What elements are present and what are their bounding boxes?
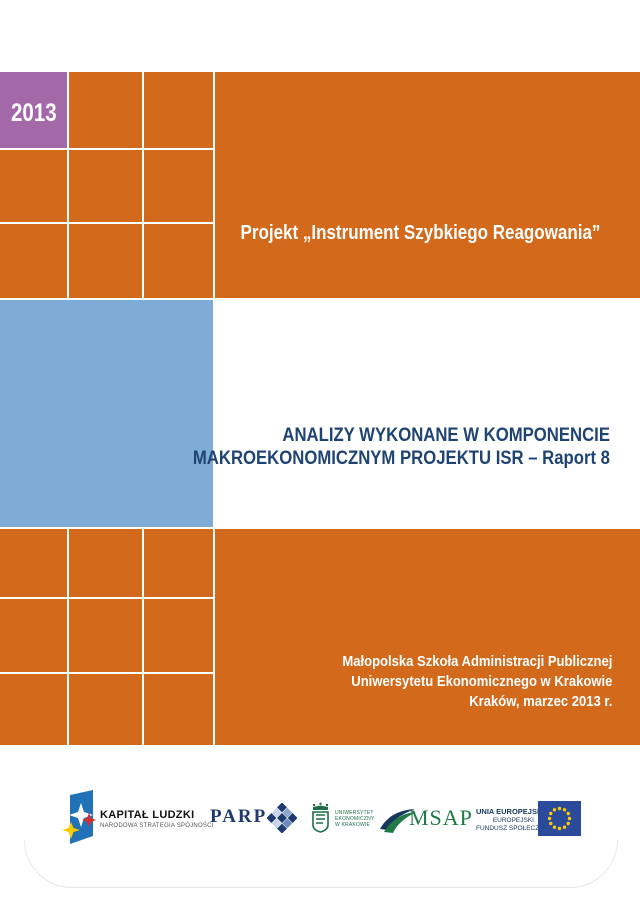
grid-cell — [144, 150, 213, 222]
report-title-line2: MAKROEKONOMICZNYM PROJEKTU ISR – Raport … — [192, 448, 610, 469]
project-banner: Projekt „Instrument Szybkiego Reagowania… — [215, 72, 640, 298]
eu-text: UNIA EUROPEJSKA EUROPEJSKI FUNDUSZ SPOŁE… — [476, 807, 549, 832]
grid-cell — [144, 224, 213, 298]
msap-label: MSAP — [409, 805, 473, 830]
report-title: ANALIZY WYKONANE W KOMPONENCIE MAKROEKON… — [193, 424, 610, 470]
uek-text: UNIWERSYTET EKONOMICZNY W KRAKOWIE — [335, 810, 374, 828]
grid-cell — [0, 529, 67, 597]
grid-cell — [69, 150, 142, 222]
kapital-ludzki-flag-icon — [62, 790, 96, 844]
grid-cell — [69, 674, 142, 745]
year-cell: 2013 — [0, 72, 67, 148]
logo-kapital-ludzki: KAPITAŁ LUDZKI NARODOWA STRATEGIA SPÓJNO… — [62, 789, 213, 845]
uek-line3: W KRAKOWIE — [335, 822, 371, 828]
grid-cell — [144, 529, 213, 597]
parp-label: PARP — [210, 806, 268, 827]
uek-crest-icon — [312, 802, 329, 833]
parp-diamond-icon — [267, 803, 297, 833]
grid-cell — [0, 674, 67, 745]
grid-cell — [69, 72, 142, 148]
year-label: 2013 — [10, 98, 57, 127]
eu-flag-icon — [538, 801, 581, 836]
kapital-ludzki-text: KAPITAŁ LUDZKI NARODOWA STRATEGIA SPÓJNO… — [100, 809, 214, 829]
grid-cell — [69, 529, 142, 597]
logo-eu: UNIA EUROPEJSKA EUROPEJSKI FUNDUSZ SPOŁE… — [476, 800, 584, 838]
grid-cell — [0, 150, 67, 222]
publisher-line3: Kraków, marzec 2013 r. — [468, 693, 612, 710]
eu-line3: FUNDUSZ SPOŁECZNY — [476, 825, 549, 832]
logo-uek: UNIWERSYTET EKONOMICZNY W KRAKOWIE — [310, 802, 380, 838]
grid-cell — [0, 224, 67, 298]
uek-line1: UNIWERSYTET — [335, 810, 374, 816]
kapital-ludzki-title: KAPITAŁ LUDZKI — [100, 809, 195, 821]
logo-parp: PARP — [210, 803, 298, 835]
logo-msap: MSAP — [378, 805, 472, 837]
kapital-ludzki-subtitle: NARODOWA STRATEGIA SPÓJNOŚCI — [100, 823, 214, 829]
publisher-line1: Małopolska Szkoła Administracji Publiczn… — [341, 653, 612, 670]
msap-swoosh-icon — [380, 809, 416, 833]
report-title-line1: ANALIZY WYKONANE W KOMPONENCIE — [282, 425, 610, 446]
grid-cell — [144, 72, 213, 148]
uek-line2: EKONOMICZNY — [335, 816, 375, 822]
grid-cell — [69, 599, 142, 672]
publisher-banner — [215, 529, 640, 745]
eu-line1: UNIA EUROPEJSKA — [476, 807, 548, 816]
page-edge-curve — [24, 840, 618, 888]
grid-cell — [0, 599, 67, 672]
eu-line2: EUROPEJSKI — [492, 817, 534, 824]
grid-cell — [144, 674, 213, 745]
grid-cell — [144, 599, 213, 672]
blue-panel — [0, 300, 213, 527]
project-title: Projekt „Instrument Szybkiego Reagowania… — [240, 222, 600, 244]
publisher-line2: Uniwersytetu Ekonomicznego w Krakowie — [350, 673, 612, 690]
grid-cell — [69, 224, 142, 298]
publisher-block: Małopolska Szkoła Administracji Publiczn… — [342, 652, 612, 712]
